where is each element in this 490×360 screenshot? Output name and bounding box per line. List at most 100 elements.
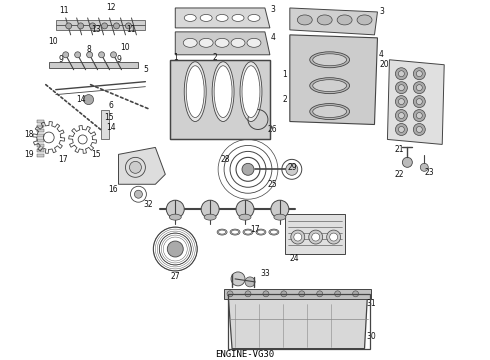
- Ellipse shape: [247, 39, 261, 47]
- Ellipse shape: [310, 52, 349, 68]
- Text: 23: 23: [424, 168, 434, 177]
- Circle shape: [245, 291, 251, 297]
- Text: 10: 10: [121, 43, 130, 52]
- Text: 13: 13: [91, 26, 100, 35]
- Bar: [100, 109, 109, 139]
- Bar: [56, 25, 146, 30]
- Circle shape: [414, 68, 425, 80]
- Text: 20: 20: [380, 60, 389, 69]
- Circle shape: [330, 233, 338, 241]
- Ellipse shape: [243, 229, 253, 235]
- Bar: [37, 135, 44, 138]
- Polygon shape: [175, 8, 270, 28]
- Circle shape: [242, 163, 254, 175]
- Circle shape: [114, 23, 120, 29]
- Circle shape: [353, 291, 359, 297]
- Circle shape: [166, 200, 184, 218]
- Circle shape: [416, 113, 422, 118]
- Circle shape: [299, 291, 305, 297]
- Ellipse shape: [313, 80, 346, 92]
- Text: 30: 30: [367, 332, 376, 341]
- Circle shape: [416, 126, 422, 132]
- Circle shape: [134, 190, 143, 198]
- Text: 9: 9: [58, 55, 63, 64]
- Ellipse shape: [310, 104, 349, 120]
- Circle shape: [335, 291, 341, 297]
- Text: 32: 32: [144, 200, 153, 209]
- Polygon shape: [175, 32, 270, 55]
- Bar: [56, 20, 146, 25]
- Circle shape: [395, 96, 407, 108]
- Bar: [37, 125, 44, 127]
- Polygon shape: [228, 294, 368, 348]
- Text: 1: 1: [282, 70, 287, 79]
- Text: 28: 28: [220, 155, 230, 164]
- Text: 25: 25: [267, 180, 277, 189]
- Bar: [37, 120, 44, 122]
- Circle shape: [420, 163, 428, 171]
- Ellipse shape: [230, 229, 240, 235]
- Ellipse shape: [310, 78, 349, 94]
- Ellipse shape: [297, 15, 312, 25]
- Ellipse shape: [200, 14, 212, 21]
- Ellipse shape: [317, 15, 332, 25]
- Ellipse shape: [232, 14, 244, 21]
- Bar: [37, 149, 44, 152]
- Text: 33: 33: [260, 269, 270, 278]
- Text: 11: 11: [126, 26, 135, 35]
- Text: 1: 1: [173, 53, 178, 62]
- Text: 11: 11: [59, 6, 69, 15]
- Circle shape: [327, 230, 341, 244]
- Circle shape: [398, 113, 404, 118]
- Ellipse shape: [219, 230, 225, 234]
- Circle shape: [245, 277, 255, 287]
- Circle shape: [77, 23, 84, 29]
- Bar: [285, 214, 344, 254]
- Ellipse shape: [186, 66, 204, 117]
- Text: 8: 8: [86, 45, 91, 54]
- Circle shape: [416, 99, 422, 105]
- Circle shape: [125, 23, 131, 29]
- Ellipse shape: [212, 62, 234, 122]
- Text: 9: 9: [116, 55, 121, 64]
- Text: 26: 26: [267, 125, 277, 134]
- Ellipse shape: [215, 39, 229, 47]
- Ellipse shape: [313, 54, 346, 66]
- Ellipse shape: [214, 66, 232, 117]
- Text: 14: 14: [76, 95, 85, 104]
- Circle shape: [398, 126, 404, 132]
- Text: 5: 5: [143, 65, 148, 74]
- Circle shape: [98, 52, 104, 58]
- Circle shape: [398, 71, 404, 77]
- Circle shape: [398, 99, 404, 105]
- Circle shape: [111, 52, 117, 58]
- Ellipse shape: [231, 39, 245, 47]
- Ellipse shape: [183, 39, 197, 47]
- Text: 24: 24: [290, 255, 299, 264]
- Circle shape: [84, 95, 94, 105]
- Text: 14: 14: [106, 123, 115, 132]
- Text: 17: 17: [58, 155, 68, 164]
- Circle shape: [63, 52, 69, 58]
- Circle shape: [317, 291, 323, 297]
- Circle shape: [414, 82, 425, 94]
- Text: 18: 18: [24, 130, 34, 139]
- Bar: [37, 130, 44, 132]
- Text: 22: 22: [394, 170, 404, 179]
- Bar: [37, 139, 44, 143]
- Bar: [37, 144, 44, 147]
- Ellipse shape: [184, 62, 206, 122]
- Circle shape: [129, 161, 142, 173]
- Circle shape: [271, 200, 289, 218]
- Ellipse shape: [242, 66, 260, 117]
- Circle shape: [231, 272, 245, 286]
- Circle shape: [167, 241, 183, 257]
- Ellipse shape: [199, 39, 213, 47]
- Bar: [228, 294, 369, 348]
- Circle shape: [416, 71, 422, 77]
- Circle shape: [90, 23, 96, 29]
- Circle shape: [87, 52, 93, 58]
- Polygon shape: [119, 147, 165, 184]
- Circle shape: [414, 123, 425, 135]
- Circle shape: [395, 68, 407, 80]
